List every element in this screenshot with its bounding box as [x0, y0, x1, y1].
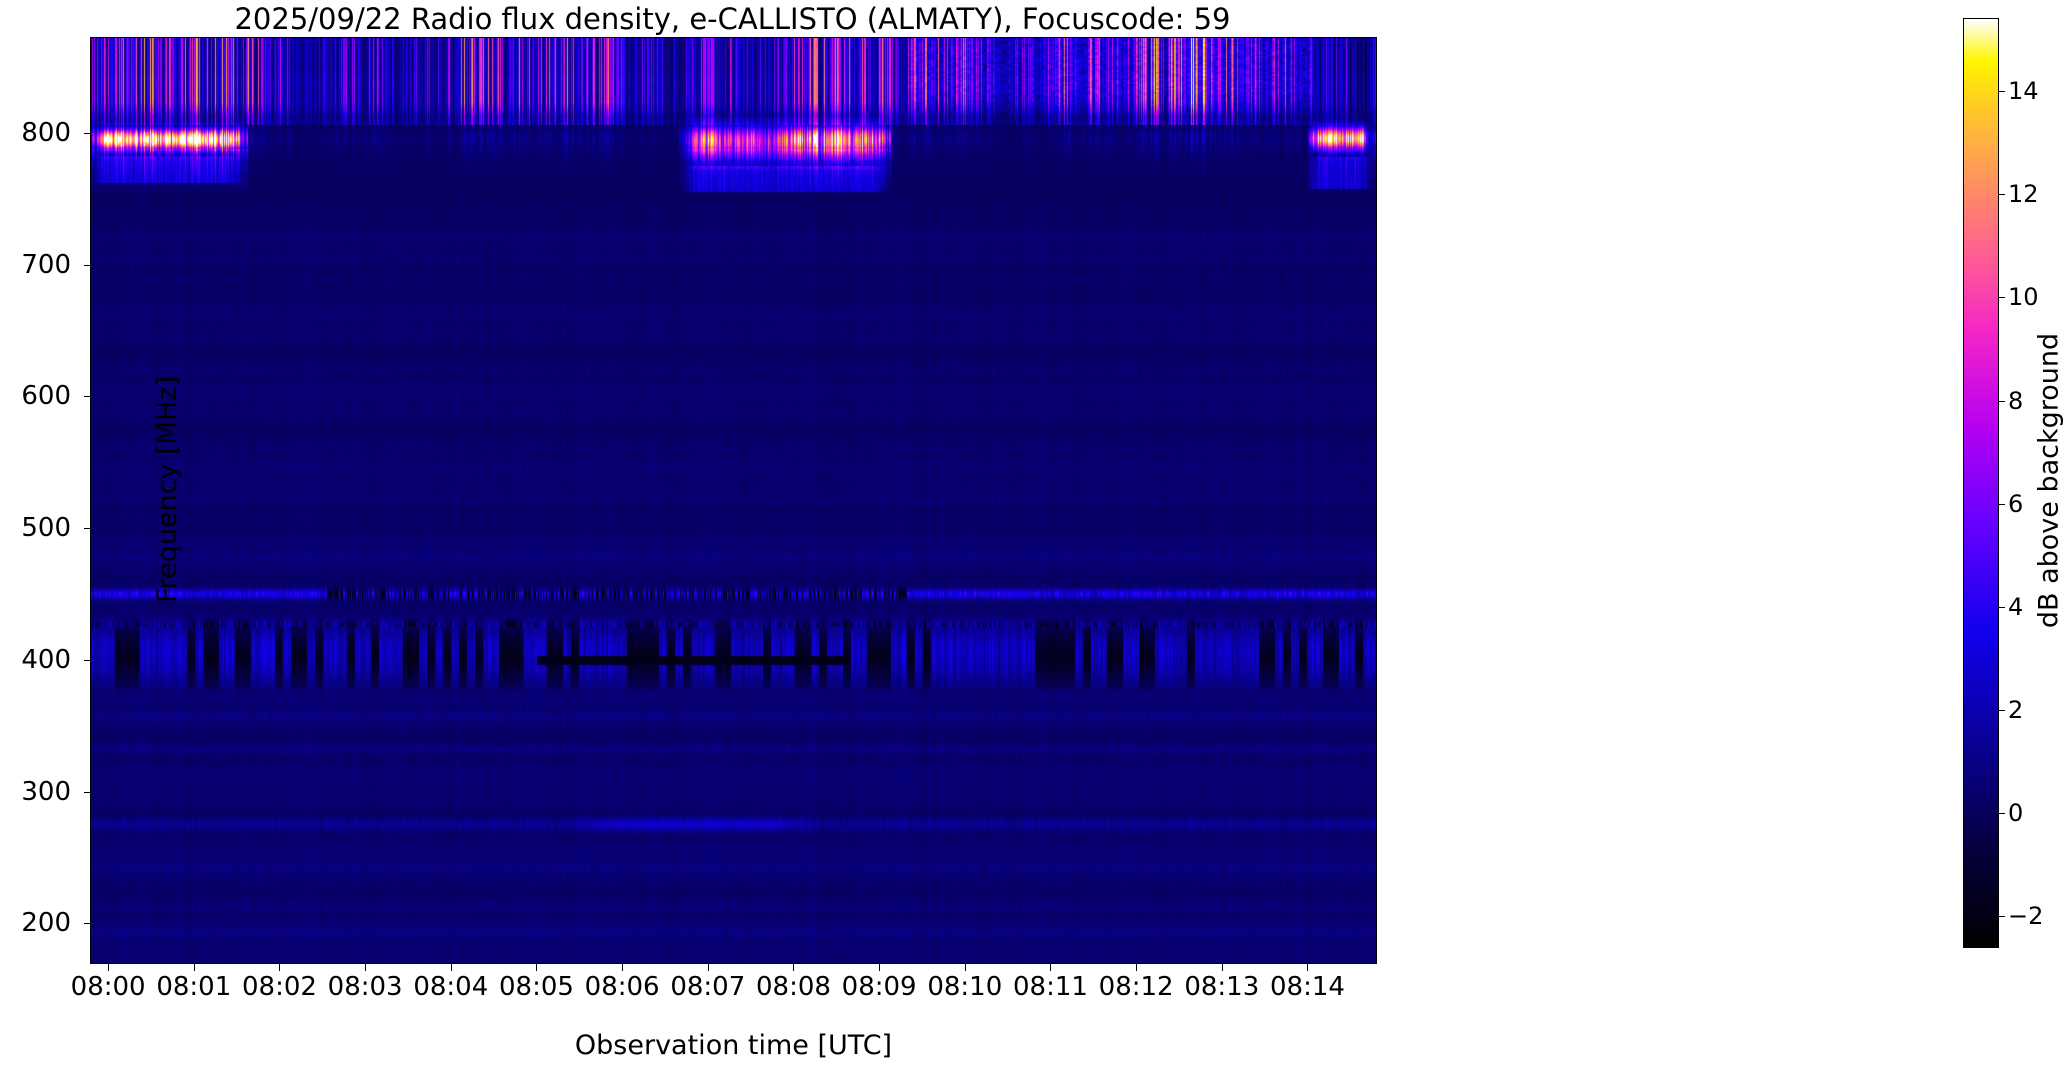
colorbar-tick-mark	[1998, 812, 2005, 814]
x-tick-mark	[365, 964, 367, 971]
colorbar-tick-label: 12	[2008, 180, 2039, 209]
x-tick-label: 08:13	[1184, 972, 1260, 1002]
y-tick-mark	[84, 791, 91, 793]
x-tick-label: 08:14	[1269, 972, 1345, 1002]
y-tick-mark	[84, 528, 91, 530]
colorbar-tick-mark	[1998, 606, 2005, 608]
colorbar-tick-label: 0	[2008, 798, 2024, 827]
x-tick-label: 08:08	[755, 972, 831, 1002]
colorbar-tick-label: 4	[2008, 592, 2024, 621]
y-tick-label: 300	[21, 776, 71, 807]
y-tick-label: 600	[21, 381, 71, 412]
colorbar-tick-mark	[1998, 709, 2005, 711]
x-tick-label: 08:06	[584, 972, 660, 1002]
x-tick-label: 08:02	[241, 972, 317, 1002]
x-tick-label: 08:03	[327, 972, 403, 1002]
x-tick-label: 08:09	[841, 972, 917, 1002]
colorbar-gradient	[1964, 19, 1998, 947]
y-tick-mark	[84, 396, 91, 398]
x-tick-mark	[450, 964, 452, 971]
y-tick-label: 800	[21, 117, 71, 148]
colorbar-tick-mark	[1998, 194, 2005, 196]
spectrogram-axes[interactable]: Frequency [MHz] Observation time [UTC] 8…	[21, 37, 1377, 1061]
y-tick-label: 200	[21, 908, 71, 939]
x-tick-label: 08:10	[927, 972, 1003, 1002]
y-tick-label: 700	[21, 249, 71, 280]
x-tick-mark	[193, 964, 195, 971]
colorbar-tick-mark	[1998, 297, 2005, 299]
x-tick-mark	[1307, 964, 1309, 971]
x-tick-label: 08:11	[1012, 972, 1088, 1002]
x-tick-mark	[1136, 964, 1138, 971]
colorbar-tick-label: 10	[2008, 283, 2039, 312]
x-tick-label: 08:04	[413, 972, 489, 1002]
colorbar-axes[interactable]: −2 0 2 4 6 8 10 12 14 dB above background	[1963, 18, 2065, 948]
colorbar-tick-mark	[1998, 91, 2005, 93]
x-tick-mark	[279, 964, 281, 971]
x-tick-mark	[1050, 964, 1052, 971]
colorbar-tick-label: 2	[2008, 695, 2024, 724]
x-tick-label: 08:01	[156, 972, 232, 1002]
x-tick-label: 08:07	[670, 972, 746, 1002]
x-tick-label: 08:00	[70, 972, 146, 1002]
colorbar-tick-label: −2	[2008, 902, 2044, 931]
x-tick-mark	[879, 964, 881, 971]
y-tick-mark	[84, 132, 91, 134]
colorbar-tick-mark	[1998, 916, 2005, 918]
x-tick-label: 08:12	[1098, 972, 1174, 1002]
colorbar-tick-label: 8	[2008, 386, 2024, 415]
spectrogram-image	[91, 38, 1376, 963]
x-axis-label: Observation time [UTC]	[574, 1030, 893, 1061]
colorbar-tick-label: 14	[2008, 77, 2039, 106]
colorbar-label: dB above background	[2033, 332, 2065, 629]
x-tick-label: 08:05	[498, 972, 574, 1002]
y-axis-label: Frequency [MHz]	[152, 376, 183, 603]
x-tick-mark	[622, 964, 624, 971]
x-tick-mark	[793, 964, 795, 971]
y-tick-label: 500	[21, 513, 71, 544]
x-tick-mark	[536, 964, 538, 971]
y-tick-label: 400	[21, 644, 71, 675]
y-tick-mark	[84, 659, 91, 661]
y-tick-mark	[84, 264, 91, 266]
colorbar-tick-mark	[1998, 400, 2005, 402]
x-tick-mark	[1221, 964, 1223, 971]
page-title: 2025/09/22 Radio flux density, e-CALLIST…	[234, 2, 1231, 36]
x-tick-mark	[108, 964, 110, 971]
colorbar-tick-label: 6	[2008, 489, 2024, 518]
y-tick-mark	[84, 923, 91, 925]
x-tick-mark	[707, 964, 709, 971]
colorbar-tick-mark	[1998, 503, 2005, 505]
x-tick-mark	[964, 964, 966, 971]
